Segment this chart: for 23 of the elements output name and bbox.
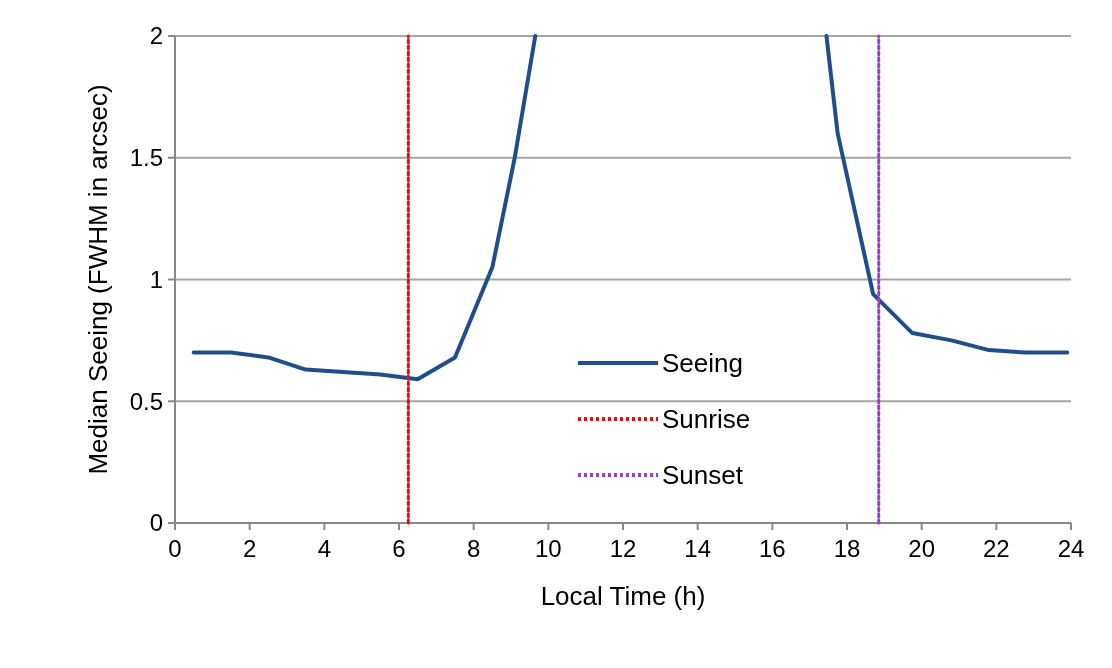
y-tick-label: 0.5 [129, 387, 163, 415]
x-tick-label: 14 [684, 535, 712, 562]
x-tick-label: 18 [833, 535, 861, 562]
y-axis-title: Median Seeing (FWHM in arcsec) [83, 84, 113, 475]
x-tick-label: 2 [242, 535, 257, 562]
y-tick-label: 1 [149, 265, 163, 293]
legend-label: Seeing [662, 348, 743, 379]
x-axis-title: Local Time (h) [540, 581, 706, 611]
y-tick-label: 0 [149, 509, 163, 537]
legend-label: Sunrise [662, 404, 751, 435]
x-tick-label: 0 [168, 535, 182, 562]
x-tick-label: 12 [609, 535, 637, 562]
x-tick-label: 4 [317, 535, 332, 562]
x-tick-label: 8 [466, 535, 481, 562]
y-tick-label: 2 [149, 22, 163, 50]
x-tick-label: 6 [392, 535, 406, 562]
y-tick-label: 1.5 [129, 144, 163, 172]
x-tick-label: 16 [758, 535, 786, 562]
legend-label: Sunset [662, 460, 744, 491]
x-tick-label: 22 [982, 535, 1010, 562]
x-tick-label: 20 [908, 535, 936, 562]
x-tick-label: 10 [534, 535, 562, 562]
x-tick-label: 24 [1057, 535, 1085, 562]
